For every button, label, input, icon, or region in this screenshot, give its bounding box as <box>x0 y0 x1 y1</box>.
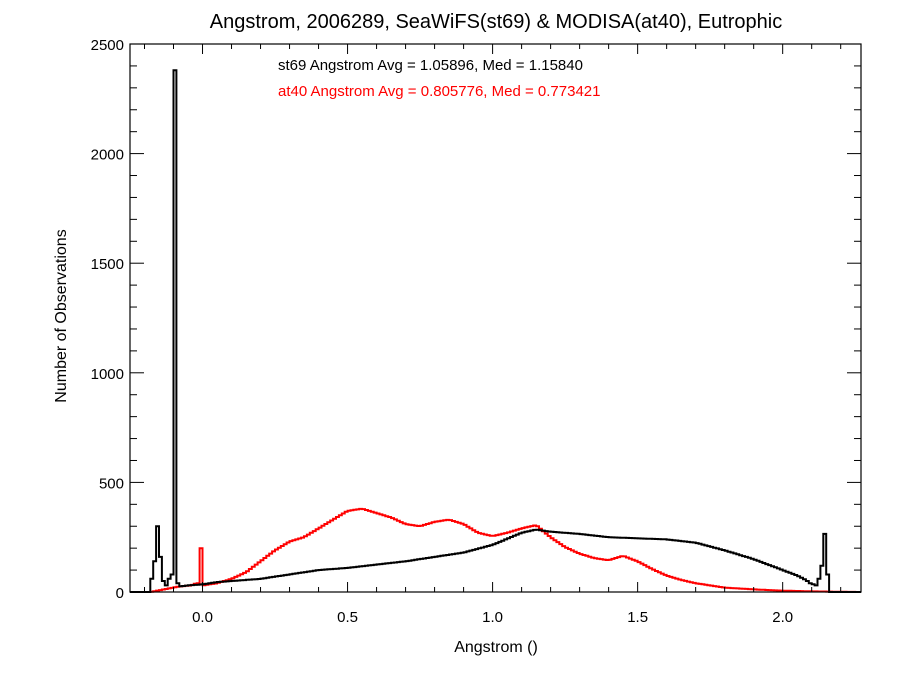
x-tick-label: 1.5 <box>627 609 648 626</box>
st69-stats-annotation: st69 Angstrom Avg = 1.05896, Med = 1.158… <box>278 57 583 74</box>
y-axis-label: Number of Observations <box>53 229 70 402</box>
y-tick-label: 500 <box>99 475 124 492</box>
y-tick-label: 0 <box>116 585 124 602</box>
st69-histogram-line <box>130 69 861 593</box>
y-tick-label: 2000 <box>91 147 124 164</box>
axis-ticks: 0.0 0.5 1.0 1.5 2.0 0 500 1000 1500 2000 2500 <box>91 37 861 626</box>
plot-frame <box>129 43 862 593</box>
y-tick-label: 1000 <box>91 366 124 383</box>
x-axis-label: Angstrom () <box>454 639 538 656</box>
y-tick-label: 1500 <box>91 256 124 273</box>
x-tick-label: 0.0 <box>192 609 213 626</box>
x-tick-label: 1.0 <box>482 609 503 626</box>
at40-stats-annotation: at40 Angstrom Avg = 0.805776, Med = 0.77… <box>278 83 600 100</box>
chart-title: Angstrom, 2006289, SeaWiFS(st69) & MODIS… <box>210 11 782 33</box>
x-tick-label: 2.0 <box>772 609 793 626</box>
y-tick-label: 2500 <box>91 37 124 54</box>
plot-area <box>130 69 861 593</box>
x-tick-label: 0.5 <box>337 609 358 626</box>
